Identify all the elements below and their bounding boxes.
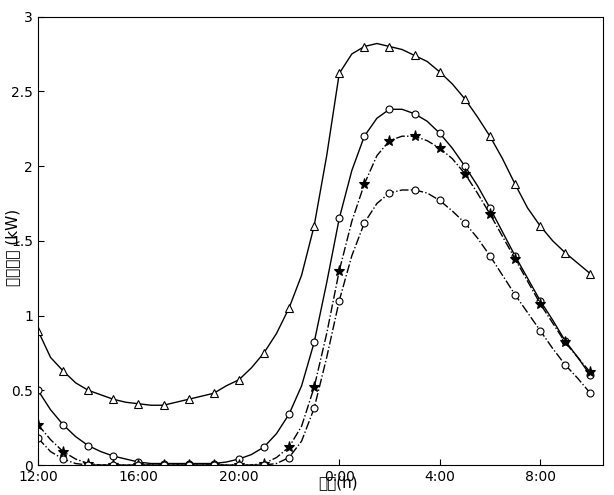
Text: 充电需求 (kW): 充电需求 (kW) (5, 209, 20, 286)
Text: 时间(h): 时间(h) (318, 475, 357, 490)
